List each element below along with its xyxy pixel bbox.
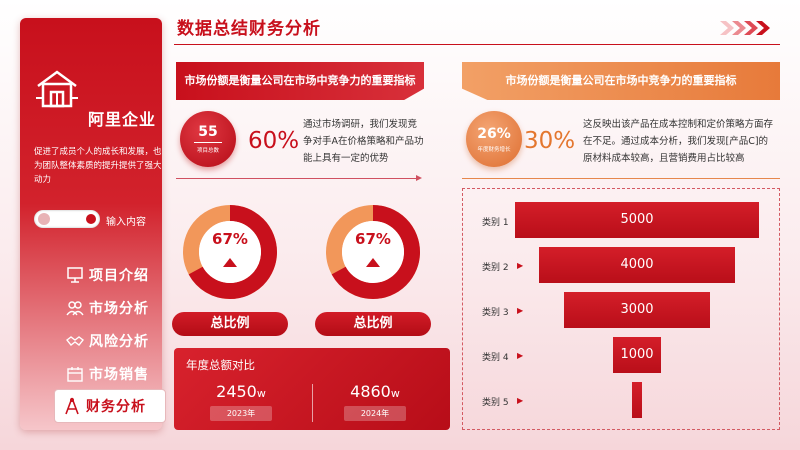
right-divider <box>462 178 780 179</box>
left-description: 通过市场调研，我们发现竞争对手A在价格策略和产品功能上具有一定的优势 <box>303 119 424 164</box>
right-banner: 市场份额是衡量公司在市场中竞争力的重要指标 <box>462 62 780 100</box>
input-toggle[interactable] <box>34 210 100 228</box>
funnel-chart-frame <box>462 188 780 430</box>
funnel-arrow-icon: ▶ <box>517 396 524 405</box>
comparison-2023: 2450w 2023年 <box>186 382 296 421</box>
funnel-bar: 5000 <box>515 202 759 238</box>
handshake-icon <box>66 336 84 346</box>
donut-chart-2 <box>326 205 420 299</box>
comparison-amount: 2450 <box>216 382 257 401</box>
brand-tagline: 促进了成员个人的成长和发展，也为团队整体素质的提升提供了强大动力 <box>34 147 162 185</box>
sidebar-item-market-analysis[interactable]: 市场分析 <box>66 294 186 322</box>
donut-1-label: 总比例 <box>172 312 288 336</box>
comparison-2024: 4860w 2024年 <box>320 382 430 421</box>
funnel-bar <box>632 382 642 418</box>
sidebar: 阿里企业 促进了成员个人的成长和发展，也为团队整体素质的提升提供了强大动力 输入… <box>20 18 166 430</box>
funnel-arrow-icon: ▶ <box>517 351 524 360</box>
funnel-category-label: 类别 4 <box>482 353 509 363</box>
annual-comparison-card: 年度总额对比 2450w 2023年 4860w 2024年 <box>174 348 450 430</box>
sidebar-item-label: 风险分析 <box>89 334 149 350</box>
sidebar-item-label: 市场分析 <box>89 301 149 317</box>
triangle-up-icon <box>223 258 237 267</box>
growth-label: 年度财务增长 <box>477 146 511 153</box>
donut-2-value: 67% <box>355 230 391 248</box>
toggle-label: 输入内容 <box>106 217 146 228</box>
sidebar-item-financial-analysis[interactable]: 财务分析 <box>54 389 166 423</box>
right-percent: 30% <box>524 128 576 154</box>
funnel-category-label: 类别 3 <box>482 308 509 318</box>
comparison-separator <box>312 384 313 422</box>
calendar-icon <box>67 367 83 382</box>
triangle-up-icon <box>366 258 380 267</box>
sidebar-item-project-intro[interactable]: 项目介绍 <box>66 261 186 289</box>
comparison-year: 2023年 <box>210 406 272 421</box>
sidebar-item-label: 市场销售 <box>89 367 149 383</box>
donut-chart-1 <box>183 205 277 299</box>
page-title: 数据总结财务分析 <box>177 19 321 39</box>
sidebar-item-label: 财务分析 <box>86 399 146 415</box>
funnel-category-label: 类别 5 <box>482 398 509 408</box>
toggle-dot <box>86 214 96 224</box>
growth-value: 26% <box>477 125 511 142</box>
funnel-category-label: 类别 2 <box>482 263 509 273</box>
funnel-arrow-icon: ▶ <box>517 306 524 315</box>
funnel-bar: 1000 <box>612 337 662 373</box>
left-divider <box>176 175 422 181</box>
compass-icon <box>65 397 79 415</box>
comparison-title: 年度总额对比 <box>186 358 255 372</box>
chevron-right-icon <box>720 21 770 35</box>
sidebar-item-label: 项目介绍 <box>89 268 149 284</box>
left-percent: 60% <box>248 128 300 154</box>
project-count-label: 项目总数 <box>196 148 219 154</box>
presentation-icon <box>67 267 83 283</box>
funnel-bar: 3000 <box>563 292 711 328</box>
funnel-bar: 4000 <box>539 247 735 283</box>
comparison-amount: 4860 <box>350 382 391 401</box>
project-count-badge: 55 项目总数 <box>180 111 236 167</box>
growth-badge: 26% 年度财务增长 <box>466 111 522 167</box>
project-count-value: 55 <box>194 124 222 143</box>
sidebar-item-market-sales[interactable]: 市场销售 <box>66 360 186 388</box>
toggle-knob <box>38 213 50 225</box>
team-icon <box>66 301 84 316</box>
comparison-year: 2024年 <box>344 406 406 421</box>
donut-2-label: 总比例 <box>315 312 431 336</box>
house-logo-icon <box>36 70 78 108</box>
title-underline <box>174 44 780 45</box>
funnel-category-label: 类别 1 <box>482 218 509 228</box>
right-description: 这反映出该产品在成本控制和定价策略方面存在不足。通过成本分析，我们发现[产品C]… <box>583 119 774 164</box>
funnel-arrow-icon: ▶ <box>517 261 524 270</box>
comparison-unit: w <box>256 387 266 400</box>
sidebar-item-risk-analysis[interactable]: 风险分析 <box>66 327 186 355</box>
brand-name: 阿里企业 <box>88 110 157 129</box>
left-banner: 市场份额是衡量公司在市场中竞争力的重要指标 <box>176 62 424 100</box>
comparison-unit: w <box>390 387 400 400</box>
donut-1-value: 67% <box>212 230 248 248</box>
